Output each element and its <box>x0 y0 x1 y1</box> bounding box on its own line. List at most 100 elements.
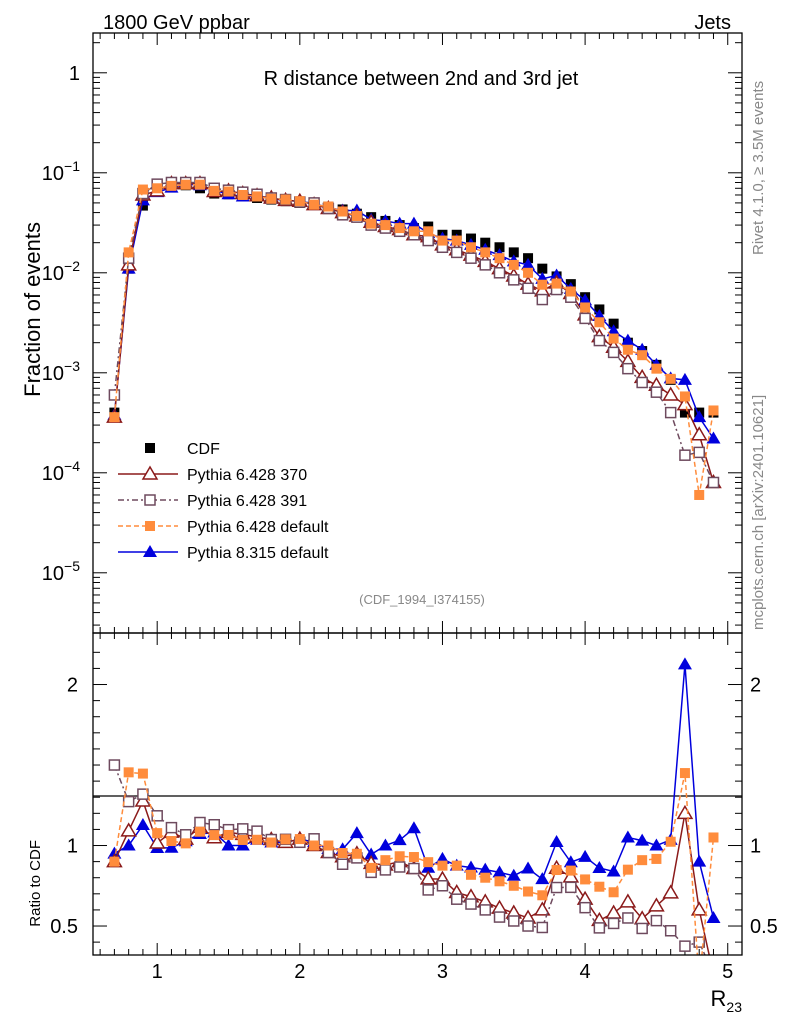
legend-marker <box>141 465 159 480</box>
ratio-point <box>706 910 721 923</box>
ratio-point <box>607 917 620 930</box>
ratio-point <box>394 851 405 862</box>
ratio-point <box>408 852 419 863</box>
data-point <box>423 226 434 237</box>
ratio-point <box>323 840 334 851</box>
ratio-point <box>493 911 506 923</box>
ratio-point <box>479 904 492 916</box>
data-point <box>637 350 648 361</box>
ratio-point <box>579 901 591 914</box>
data-point <box>166 180 177 191</box>
y-ticks: 10−5 10−4 10−3 10−2 10−1 1 <box>42 42 742 626</box>
data-point <box>480 237 491 248</box>
data-point <box>180 179 191 190</box>
data-point <box>422 234 434 247</box>
ratio-point <box>252 834 263 845</box>
legend-marker <box>145 443 155 453</box>
ratio-point <box>223 829 234 840</box>
ratio-point <box>648 897 665 912</box>
ratio-point <box>151 810 163 822</box>
ratio-series <box>106 657 721 979</box>
data-point <box>593 334 606 347</box>
data-point <box>707 476 720 489</box>
ratio-point <box>649 838 664 851</box>
ratio-point <box>536 921 549 934</box>
data-point <box>650 386 663 398</box>
ratio-point <box>665 836 676 847</box>
data-point <box>109 412 120 423</box>
data-point <box>677 372 692 385</box>
ratio-point <box>221 838 236 851</box>
ratio-point <box>676 804 694 820</box>
ratio-point <box>465 898 477 910</box>
ratio-point <box>480 872 491 883</box>
data-point <box>536 293 549 306</box>
ratio-point <box>578 849 593 862</box>
data-point <box>606 324 621 337</box>
ratio-point <box>508 915 520 927</box>
data-point <box>636 376 648 389</box>
ratio-point <box>165 821 178 834</box>
data-point <box>608 318 619 329</box>
ratio-point <box>494 876 505 887</box>
data-point <box>408 226 419 237</box>
ratio-point <box>419 870 437 885</box>
data-point <box>137 184 148 195</box>
data-point <box>693 446 705 459</box>
x-tick-label: 4 <box>580 961 591 983</box>
data-point <box>450 246 463 259</box>
ratio-tick-label: 2 <box>67 675 78 697</box>
ratio-point <box>550 881 563 894</box>
legend: CDF Pythia 6.428 370 Pythia 6.428 391 Pythi… <box>118 441 329 562</box>
data-point <box>679 407 690 418</box>
data-point <box>152 183 163 194</box>
legend-label: Pythia 8.315 default <box>187 545 329 562</box>
ratio-point <box>135 817 150 830</box>
ratio-point <box>664 925 677 937</box>
data-point <box>537 263 548 274</box>
ratio-point <box>534 901 551 916</box>
legend-label: Pythia 6.428 391 <box>187 493 307 510</box>
data-point <box>522 282 534 295</box>
ratio-point <box>549 835 564 848</box>
ratio-point <box>465 869 476 880</box>
data-point <box>294 196 305 207</box>
ratio-point <box>152 828 163 839</box>
data-point <box>676 396 694 411</box>
data-point <box>451 235 462 246</box>
data-point <box>551 278 562 289</box>
y-tick-label: 10−3 <box>42 358 80 385</box>
ratio-point <box>608 887 619 898</box>
ratio-point <box>336 858 349 870</box>
data-point <box>508 259 519 270</box>
data-point <box>437 235 448 246</box>
ratio-tick-label: 1 <box>67 836 78 858</box>
ratio-point <box>594 881 605 892</box>
data-point <box>479 259 492 271</box>
data-point <box>493 267 506 279</box>
ratio-point <box>121 838 136 851</box>
ratio-point <box>679 940 691 952</box>
legend-marker <box>145 521 155 531</box>
ratio-point <box>164 840 179 853</box>
analysis-id: (CDF_1994_I374155) <box>359 592 485 607</box>
ratio-point <box>619 893 637 908</box>
legend-marker <box>143 545 157 557</box>
data-point <box>223 186 234 197</box>
ratio-point <box>593 922 606 934</box>
ratio-point <box>437 860 448 871</box>
ratio-tick-label-right: 1 <box>750 836 761 858</box>
ratio-point <box>351 848 362 859</box>
ratio-point <box>166 836 177 847</box>
data-point <box>252 191 263 202</box>
ratio-point <box>364 847 379 860</box>
data-point <box>706 431 721 444</box>
data-point <box>237 189 248 200</box>
ratio-point <box>208 818 220 831</box>
data-point <box>580 302 591 313</box>
ratio-point <box>650 914 663 927</box>
data-point <box>480 247 491 258</box>
ratio-point <box>708 969 718 979</box>
y-tick-label: 1 <box>69 63 80 85</box>
